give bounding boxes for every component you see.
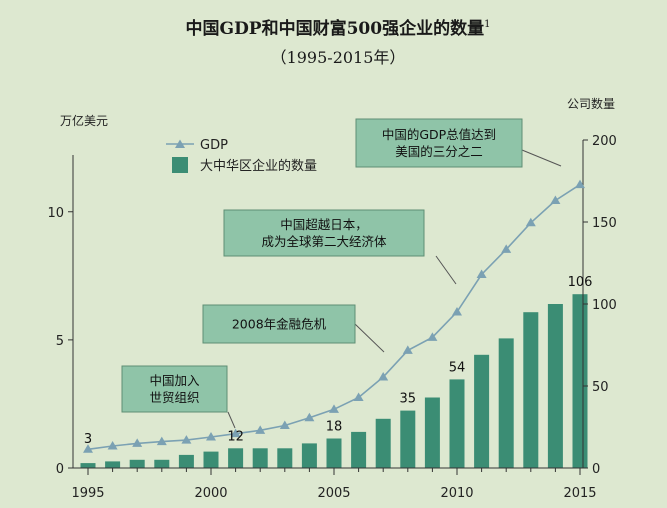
annotation-japan-box [223,209,425,257]
x-tick-label: 2015 [563,486,596,501]
bar-2014 [547,304,563,468]
gdp-point-2003 [279,420,290,429]
data-label-2010: 54 [449,360,466,375]
right-tick-label: 100 [592,298,617,313]
bar-1995 [80,463,96,468]
bar-2008 [400,410,416,468]
right-tick-label: 200 [592,134,617,149]
annotation-crisis-box [202,304,356,344]
data-label-2001: 12 [227,429,244,444]
gdp-point-2005 [329,404,339,413]
data-label-2015: 106 [568,275,593,290]
legend-gdp-label: GDP [200,138,228,153]
bar-2006 [351,431,367,468]
gdp-point-2006 [353,392,364,402]
gdp-point-2015 [575,179,585,189]
bar-series [80,294,588,468]
bar-1996 [105,461,121,468]
annotation-wto-text: 中国加入 [149,373,200,388]
gdp-point-2010 [452,306,462,316]
bar-2003 [277,448,293,468]
bar-2015 [572,294,588,468]
x-tick-label: 2010 [440,486,473,501]
annotation-us-leader [521,149,562,167]
annotation-wto-box [121,365,228,413]
legend-bar-swatch [172,157,188,173]
bar-2007 [375,418,391,468]
gdp-point-2002 [255,425,266,434]
annotation-crisis-text: 2008年金融危机 [232,317,327,332]
bar-2001 [228,448,244,468]
gdp-point-1998 [156,436,167,446]
legend: GDP 大中华区企业的数量 [166,138,317,174]
bar-2009 [424,397,440,468]
annotation-us-text: 美国的三分之二 [395,144,483,159]
data-label-2005: 18 [326,419,343,434]
bar-2012 [498,338,514,468]
right-tick-label: 0 [592,462,600,477]
legend-bar-label: 大中华区企业的数量 [200,158,317,174]
chart-title: 中国GDP和中国财富500强企业的数量1 [186,18,491,39]
chart-title-text: 中国GDP和中国财富500强企业的数量 [186,18,485,39]
bar-2013 [523,312,539,468]
left-tick-label: 5 [56,334,64,349]
gdp-point-1995 [83,444,93,453]
annotation-japan-text: 中国超越日本， [280,217,368,232]
left-tick-label: 0 [56,462,64,477]
bar-1999 [178,454,194,468]
right-axis-label: 公司数量 [567,96,615,111]
gdp-point-1997 [132,438,143,447]
gdp-point-1999 [181,435,192,444]
gdp-point-2007 [378,372,389,381]
gdp-point-2004 [304,412,315,422]
gdp-point-2014 [550,195,561,204]
annotation-wto-leader [227,411,236,429]
bar-1998 [154,459,170,468]
data-label-2008: 35 [400,392,417,407]
legend-gdp-marker [175,139,185,148]
bar-2010 [449,379,465,468]
gdp-point-1996 [107,440,118,450]
gdp-point-2011 [476,269,487,279]
annotation-crisis-leader [354,323,385,353]
left-axis-label: 万亿美元 [60,113,108,128]
annotation-us-box [355,118,523,168]
gdp-point-2009 [427,332,438,341]
bar-2005 [326,438,342,468]
chart-title-footnote: 1 [484,19,490,30]
gdp-point-2012 [501,244,512,253]
x-tick-label: 1995 [71,486,104,501]
annotation-us-text: 中国的GDP总值达到 [382,127,496,142]
annotation-wto-text: 世贸组织 [149,390,199,405]
x-tick-label: 2000 [194,486,227,501]
gdp-line-series [83,179,585,453]
bar-2000 [203,451,219,468]
annotation-japan-text: 成为全球第二大经济体 [261,234,387,249]
data-label-1995: 3 [84,432,92,447]
bar-2004 [301,443,317,468]
bar-1997 [129,459,145,468]
gdp-point-2013 [525,217,536,227]
right-tick-label: 50 [592,380,609,395]
gdp-point-2000 [206,431,216,441]
right-tick-label: 150 [592,216,617,231]
bar-2002 [252,448,268,468]
annotation-japan-leader [435,255,457,285]
gdp-point-2001 [230,428,241,438]
chart-subtitle: （1995-2015年） [271,48,406,67]
left-tick-label: 10 [47,206,64,221]
x-tick-label: 2005 [317,486,350,501]
bar-2011 [474,354,490,468]
gdp-point-2008 [402,345,413,354]
data-labels: 3 12 18 35 54 106 [84,275,593,447]
